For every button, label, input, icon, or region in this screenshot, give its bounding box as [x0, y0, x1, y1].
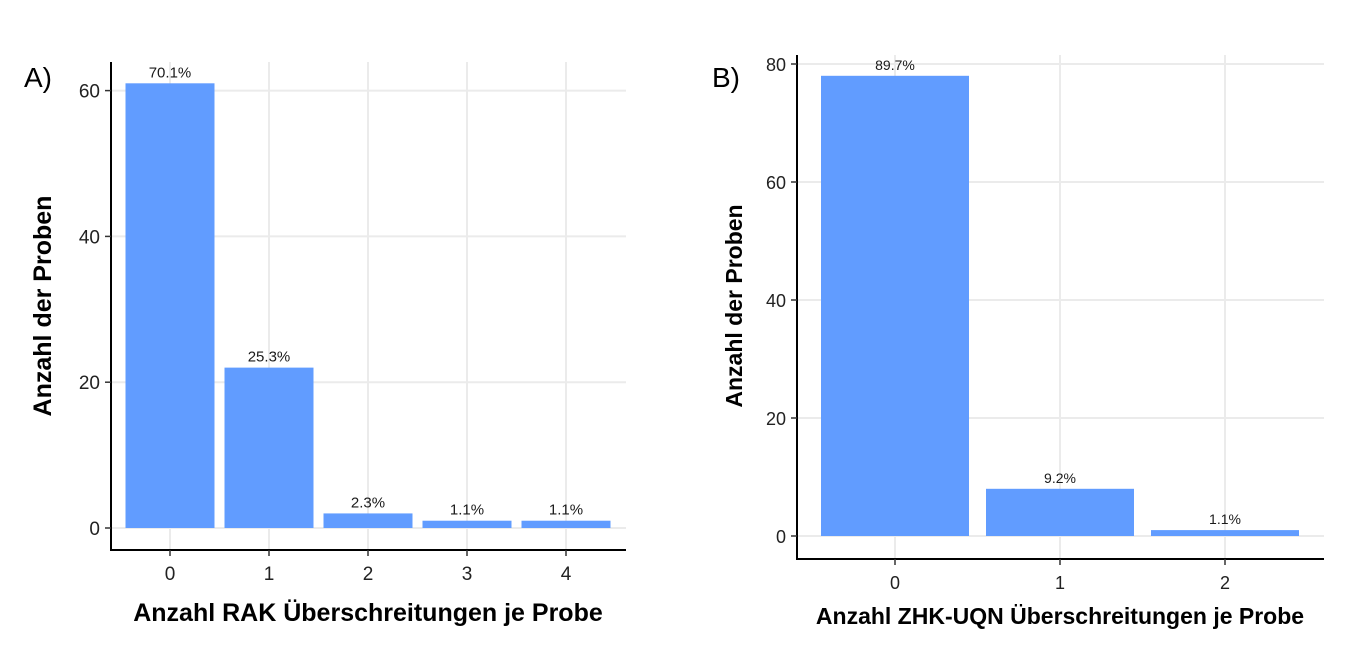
x-tick-label: 3	[462, 564, 473, 585]
y-tick-label: 80	[766, 55, 786, 75]
data-label: 2.3%	[351, 494, 385, 511]
data-label: 1.1%	[1209, 511, 1241, 527]
bar	[422, 520, 512, 528]
y-tick-label: 60	[766, 173, 786, 193]
panel-label: B)	[712, 62, 740, 93]
y-tick-label: 20	[766, 409, 786, 429]
bar	[323, 513, 413, 528]
x-tick-label: 0	[165, 564, 176, 585]
y-axis-title: Anzahl der Proben	[721, 204, 747, 407]
data-label: 89.7%	[875, 57, 915, 73]
x-axis-title: Anzahl ZHK-UQN Überschreitungen je Probe	[816, 603, 1304, 629]
bar	[821, 75, 969, 537]
bar	[1151, 530, 1299, 536]
y-tick-label: 0	[89, 519, 100, 540]
chart-panel-a: 70.1% 25.3% 2.3% 1.1% 1.1% 0 20 40 60 0 1 2 3 4 Anzahl…	[24, 62, 626, 627]
data-label: 70.1%	[149, 64, 192, 81]
data-label: 9.2%	[1044, 470, 1076, 486]
y-tick-label: 40	[79, 227, 100, 248]
x-tick-label: 2	[363, 564, 374, 585]
y-tick-label: 40	[766, 291, 786, 311]
panel-label: A)	[24, 62, 52, 93]
x-tick-label: 2	[1220, 573, 1230, 593]
x-tick-label: 1	[1055, 573, 1065, 593]
data-label: 1.1%	[450, 502, 484, 519]
x-axis-title: Anzahl RAK Überschreitungen je Probe	[133, 598, 603, 627]
chart-panel-b: 89.7% 9.2% 1.1% 0 20 40 60 80 0 1 2 Anzahl ZHK-UQN …	[712, 55, 1324, 629]
x-tick-label: 0	[890, 573, 900, 593]
bar	[125, 83, 215, 528]
y-tick-label: 0	[776, 527, 786, 547]
bar	[224, 367, 314, 528]
y-axis-title: Anzahl der Proben	[29, 196, 57, 417]
y-tick-label: 60	[79, 82, 100, 103]
data-label: 25.3%	[248, 349, 291, 366]
bar	[986, 488, 1134, 536]
x-tick-label: 4	[561, 564, 572, 585]
data-label: 1.1%	[549, 502, 583, 519]
bar	[521, 520, 611, 528]
y-tick-label: 20	[79, 373, 100, 394]
x-tick-label: 1	[264, 564, 275, 585]
